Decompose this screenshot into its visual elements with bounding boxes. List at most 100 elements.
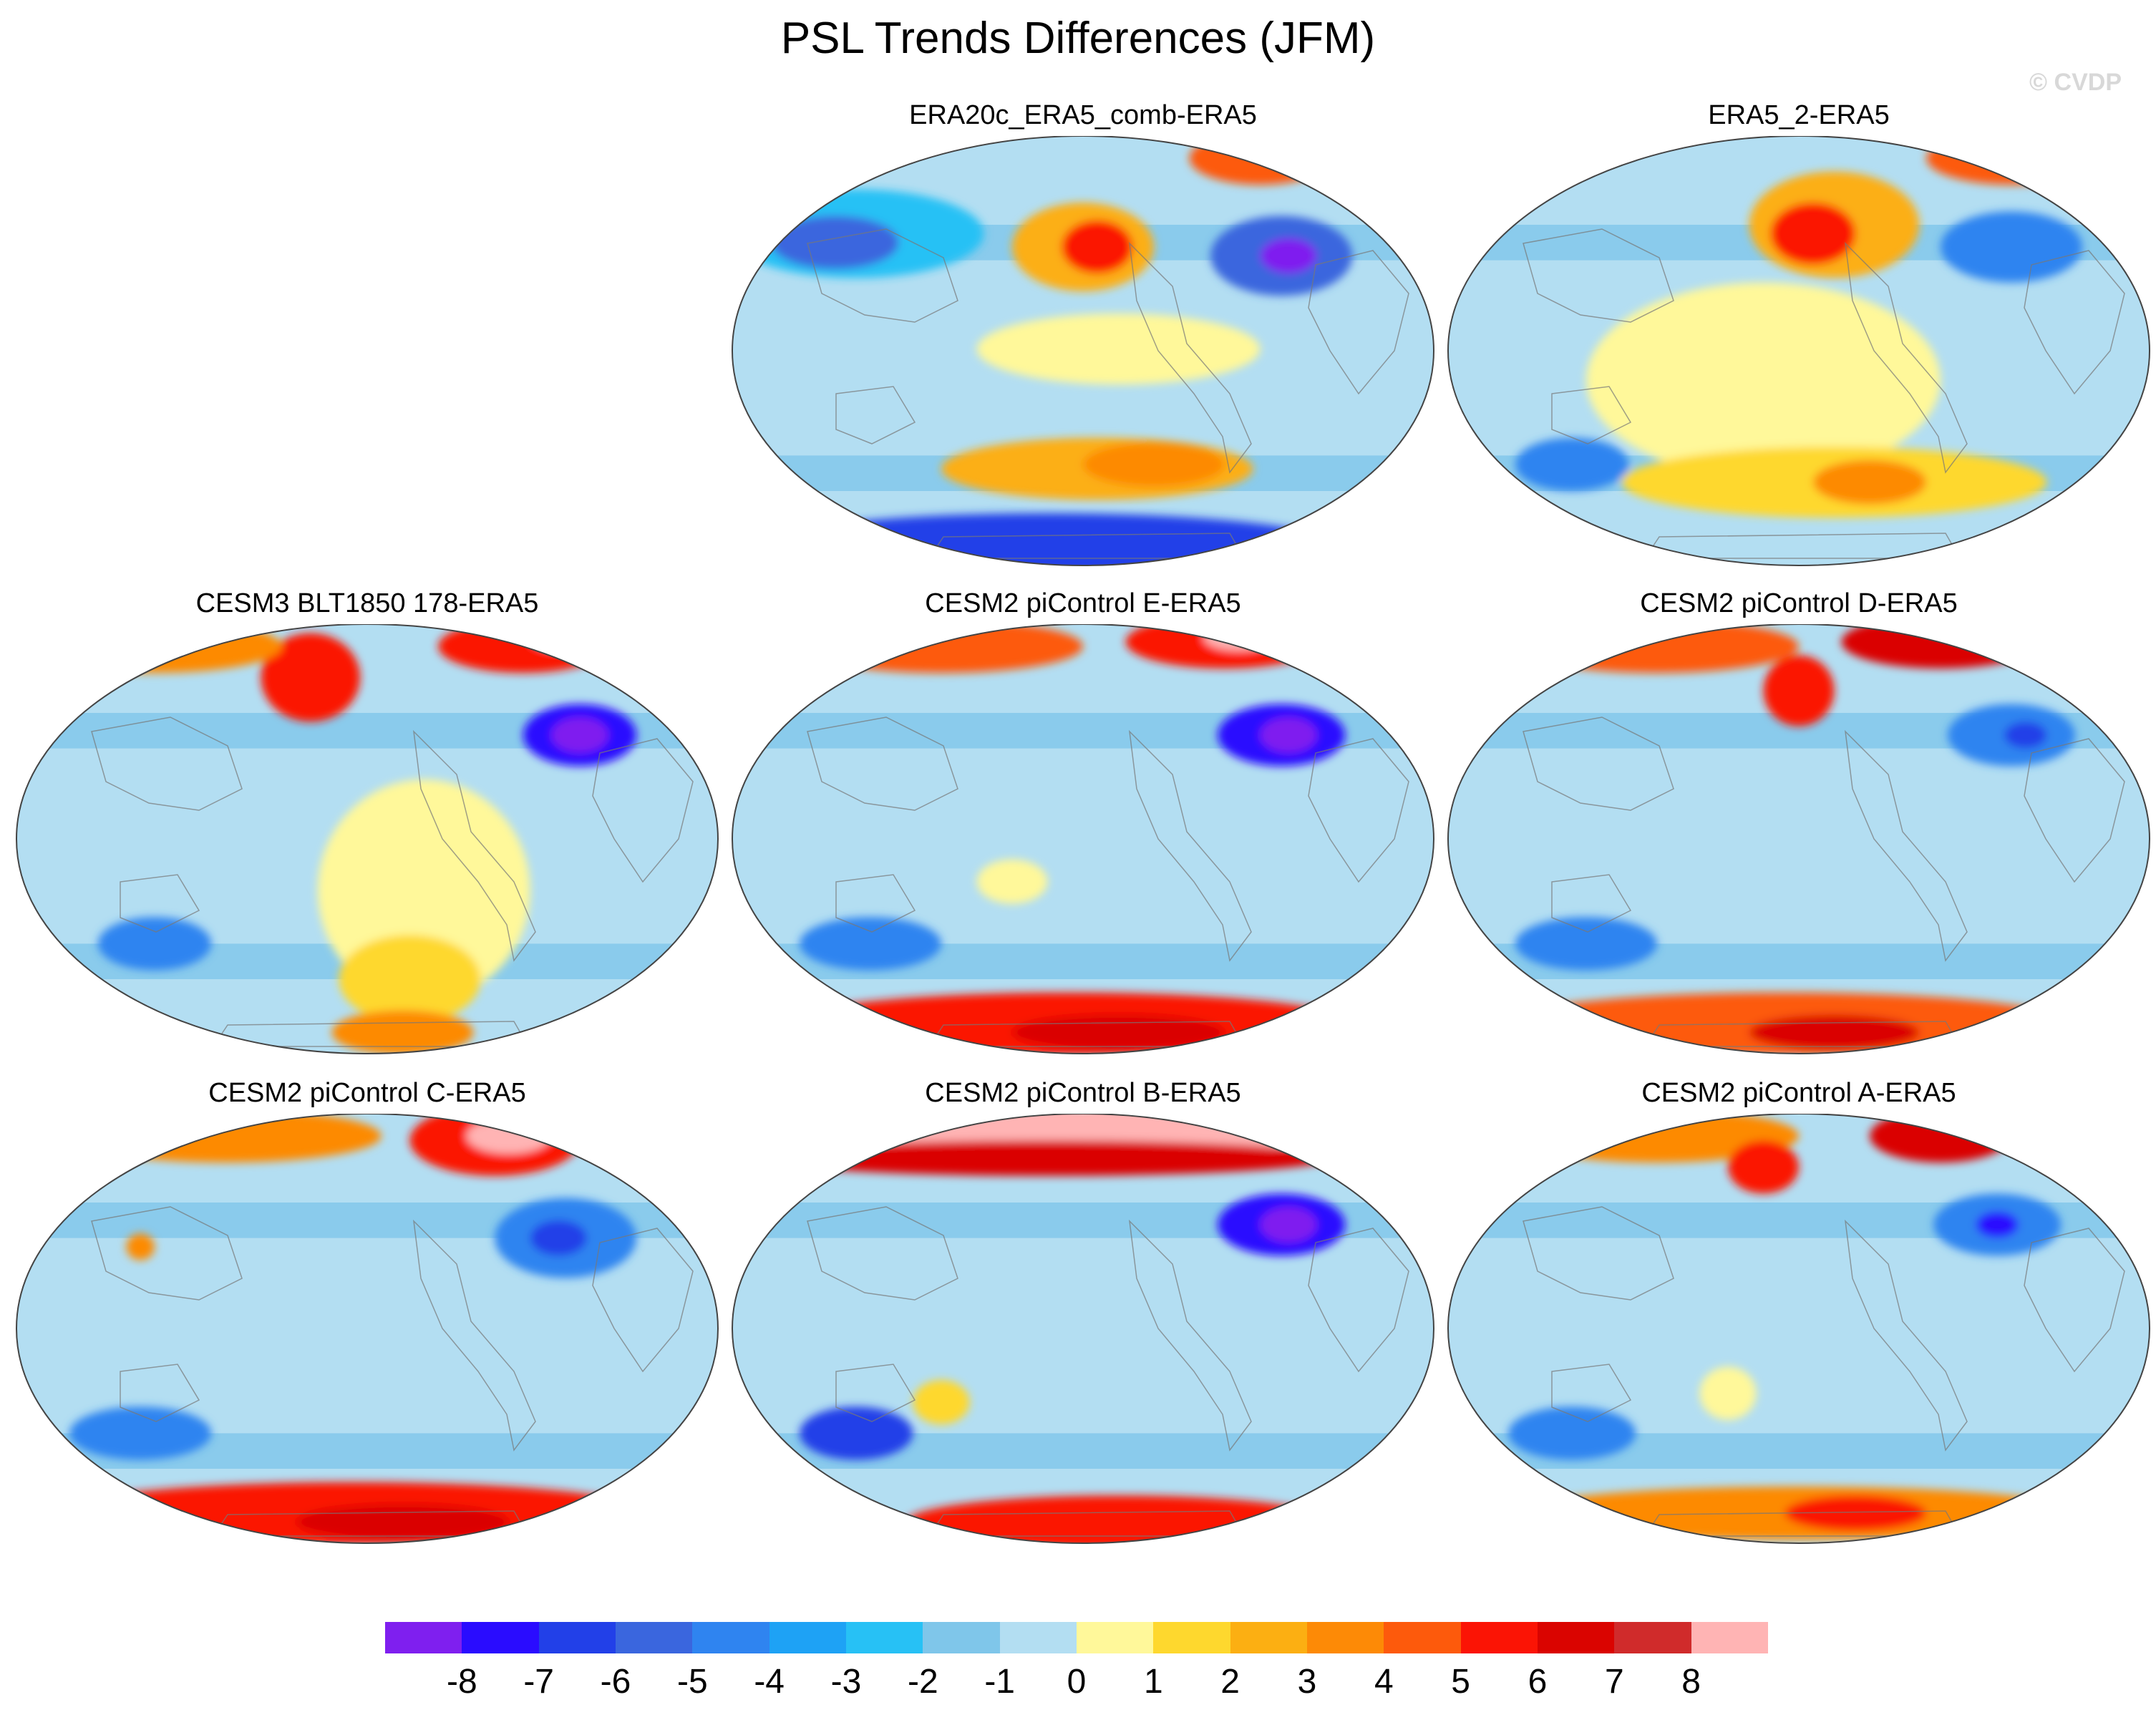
colorbar-swatch	[1230, 1622, 1308, 1653]
robinson-map	[732, 136, 1434, 566]
map-contour-blob	[551, 717, 608, 753]
coastline	[1128, 241, 1252, 474]
colorbar-swatch	[1538, 1622, 1615, 1653]
coastline	[1308, 738, 1409, 883]
colorbar-tick-label: 5	[1451, 1663, 1470, 1701]
map-contour-blob	[1260, 1207, 1317, 1243]
map-contour-blob	[530, 1220, 587, 1256]
colorbar-swatch	[846, 1622, 923, 1653]
map-contour-blob	[1260, 238, 1317, 274]
colorbar-swatch	[1384, 1622, 1462, 1653]
map-panel-p1: ERA20c_ERA5_comb-ERA5	[729, 100, 1437, 587]
coastline	[91, 716, 243, 811]
colorbar-swatch	[1153, 1622, 1231, 1653]
panel-title: CESM2 piControl C-ERA5	[208, 1078, 526, 1108]
map-panel-p6: CESM2 piControl C-ERA5	[13, 1078, 722, 1565]
map-contour-blob	[976, 859, 1048, 904]
map-contour-blob	[1586, 282, 1941, 478]
map-panel-p4: CESM2 piControl E-ERA5	[729, 588, 1437, 1075]
map-contour-blob	[530, 624, 601, 651]
colorbar-swatch	[538, 1622, 616, 1653]
map-contour-blob	[1784, 1495, 1927, 1531]
colorbar-swatch	[616, 1622, 693, 1653]
coastline	[807, 1206, 958, 1301]
coastline	[1844, 1219, 1968, 1452]
colorbar-tick-label: -3	[830, 1663, 862, 1701]
colorbar	[385, 1622, 1769, 1655]
map-contour-blob	[126, 1233, 155, 1260]
map-contour-blob	[1749, 1014, 1920, 1051]
robinson-map	[732, 624, 1434, 1054]
coastline	[120, 1364, 200, 1422]
coastline	[835, 386, 916, 444]
map-contour-blob	[905, 1495, 1331, 1543]
robinson-map	[732, 1114, 1434, 1544]
map-border	[1447, 1114, 2150, 1544]
coastline	[2024, 738, 2125, 883]
map-ocean-fill	[732, 624, 1434, 1054]
coastline	[1308, 1228, 1409, 1373]
map-contour-blob	[771, 215, 899, 269]
colorbar-swatch	[1691, 1622, 1769, 1653]
coastline	[807, 716, 958, 811]
map-contour-blob	[1770, 203, 1856, 265]
map-ocean-fill	[1448, 1114, 2150, 1543]
map-panel-p7: CESM2 piControl B-ERA5	[729, 1078, 1437, 1565]
map-border	[16, 1114, 719, 1544]
coastline	[592, 1228, 694, 1373]
map-border	[732, 624, 1434, 1054]
colorbar-tick-label: -2	[907, 1663, 938, 1701]
coastline	[1523, 1206, 1674, 1301]
panel-title: CESM2 piControl E-ERA5	[925, 588, 1241, 618]
colorbar-tick-label: -5	[676, 1663, 708, 1701]
colorbar-tick-label: 4	[1374, 1663, 1394, 1701]
map-border	[1447, 624, 2150, 1054]
coastline	[1551, 1364, 1632, 1422]
map-border	[732, 1114, 1434, 1544]
colorbar-swatch	[923, 1622, 1001, 1653]
panel-title: CESM2 piControl D-ERA5	[1640, 588, 1958, 618]
coastline	[592, 738, 694, 883]
map-contour-blob	[976, 314, 1261, 385]
map-panel-p8: CESM2 piControl A-ERA5	[1444, 1078, 2153, 1565]
coastline	[412, 729, 536, 962]
coastline	[807, 228, 958, 323]
coastline	[1844, 729, 1968, 962]
map-contour-blob	[261, 633, 361, 722]
map-panel-p5: CESM2 piControl D-ERA5	[1444, 588, 2153, 1075]
panel-title: CESM2 piControl A-ERA5	[1641, 1078, 1956, 1108]
map-contour-blob	[331, 1010, 474, 1054]
map-contour-blob	[913, 1380, 970, 1424]
map-panel-p3: CESM3 BLT1850 178-ERA5	[13, 588, 722, 1075]
map-contour-blob	[800, 1407, 913, 1460]
map-contour-blob	[1699, 1366, 1757, 1420]
map-contour-blob	[1763, 655, 1835, 727]
robinson-map	[16, 1114, 719, 1544]
robinson-map	[16, 624, 719, 1054]
map-ocean-fill	[16, 1114, 718, 1543]
colorbar-swatch	[462, 1622, 540, 1653]
colorbar-tick-label: -6	[600, 1663, 631, 1701]
panel-title: ERA5_2-ERA5	[1708, 100, 1890, 130]
coastline	[2024, 1228, 2125, 1373]
map-contour-blob	[1728, 1140, 1799, 1194]
colorbar-labels: -8 -7 -6 -5 -4 -3 -2 -1 0 1 2 3 4 5 6 7 8	[385, 1662, 1768, 1705]
colorbar-swatch	[1460, 1622, 1538, 1653]
coastline	[1128, 1219, 1252, 1452]
coastline	[1523, 716, 1674, 811]
map-contour-blob	[800, 1114, 1366, 1154]
map-contour-blob	[466, 1118, 552, 1154]
colorbar-swatch	[692, 1622, 770, 1653]
coastline	[412, 1219, 536, 1452]
coastline	[91, 1206, 243, 1301]
colorbar-tick-label: 6	[1528, 1663, 1548, 1701]
map-contour-blob	[1012, 1014, 1225, 1051]
colorbar-tick-label: -4	[754, 1663, 785, 1701]
colorbar-tick-label: 0	[1067, 1663, 1087, 1701]
colorbar-swatch	[1077, 1622, 1154, 1653]
colorbar-tick-label: -1	[984, 1663, 1015, 1701]
coastline	[1551, 874, 1632, 933]
panel-title: CESM3 BLT1850 178-ERA5	[195, 588, 539, 618]
map-contour-blob	[1515, 917, 1657, 971]
colorbar-swatch	[769, 1622, 847, 1653]
